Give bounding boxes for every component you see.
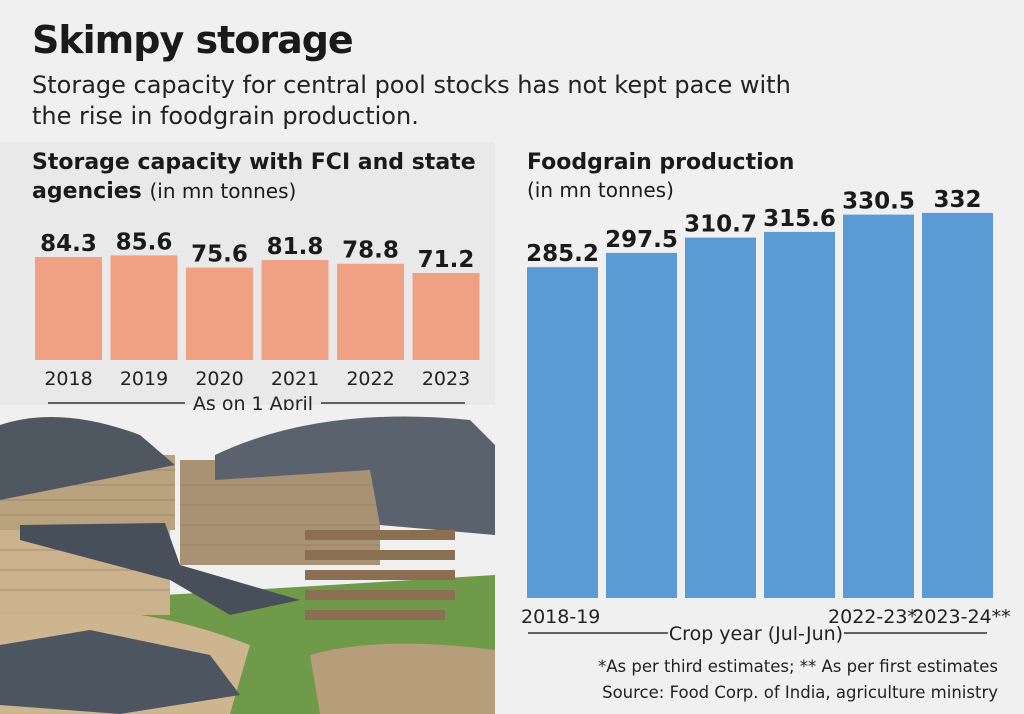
x-axis-label: Crop year (Jul-Jun)	[669, 623, 843, 645]
estimates-note: *As per third estimates; ** As per first…	[598, 657, 998, 676]
data-label: 85.6	[116, 229, 173, 255]
data-label: 285.2	[526, 241, 599, 267]
data-label: 315.6	[763, 206, 836, 232]
x-tick-label: 2021	[271, 368, 319, 390]
storage-chart-unit: (in mn tonnes)	[149, 179, 297, 203]
footnotes: *As per third estimates; ** As per first…	[598, 654, 998, 706]
data-label: 330.5	[842, 189, 915, 215]
data-label: 71.2	[418, 247, 475, 273]
x-tick-label: 2023	[422, 368, 470, 390]
infographic-title: Skimpy storage	[32, 18, 354, 62]
data-label: 332	[933, 187, 981, 213]
bar-2018	[35, 256, 102, 360]
data-label: 78.8	[342, 238, 399, 264]
bar-2023	[412, 272, 480, 360]
data-label: 84.3	[40, 231, 97, 257]
bar-2019	[110, 255, 178, 360]
infographic-subtitle: Storage capacity for central pool stocks…	[32, 71, 791, 130]
production-chart-unit: (in mn tonnes)	[527, 178, 674, 202]
storage-chart-title-text: Storage capacity with FCI and state agen…	[32, 150, 476, 204]
x-axis-label: As on 1 April	[193, 393, 313, 410]
x-tick-label: 2018-19	[521, 606, 600, 628]
x-tick-label: 2023-24**	[912, 606, 1010, 628]
data-label: 75.6	[191, 242, 248, 268]
storage-chart-title: Storage capacity with FCI and state agen…	[32, 148, 492, 206]
x-tick-label: 2022	[346, 368, 394, 390]
bar-2020	[186, 267, 253, 360]
data-label: 297.5	[605, 227, 678, 253]
bar-2018-19	[527, 267, 598, 598]
x-tick-label: 2022-23*	[828, 606, 917, 628]
bar-2022	[337, 263, 404, 360]
bar-2022-23*	[843, 214, 914, 598]
bar-2020-21	[685, 237, 756, 598]
bar-2019-20	[606, 252, 677, 598]
bar-2021	[261, 260, 329, 360]
x-tick-label: 2020	[195, 368, 243, 390]
x-tick-label: 2018	[44, 368, 92, 390]
bar-2021-22	[764, 231, 835, 598]
bar-2023-24**	[922, 212, 993, 598]
source-note: Source: Food Corp. of India, agriculture…	[602, 683, 998, 702]
production-chart-title: Foodgrain production	[527, 150, 795, 175]
storage-photo	[0, 405, 495, 714]
data-label: 310.7	[684, 212, 757, 238]
data-label: 81.8	[267, 234, 324, 260]
storage-chart: 84.3 2018 85.6 2019 75.6 2020 81.8 2021 78.8 2022…	[35, 229, 480, 410]
x-tick-label: 2019	[120, 368, 168, 390]
